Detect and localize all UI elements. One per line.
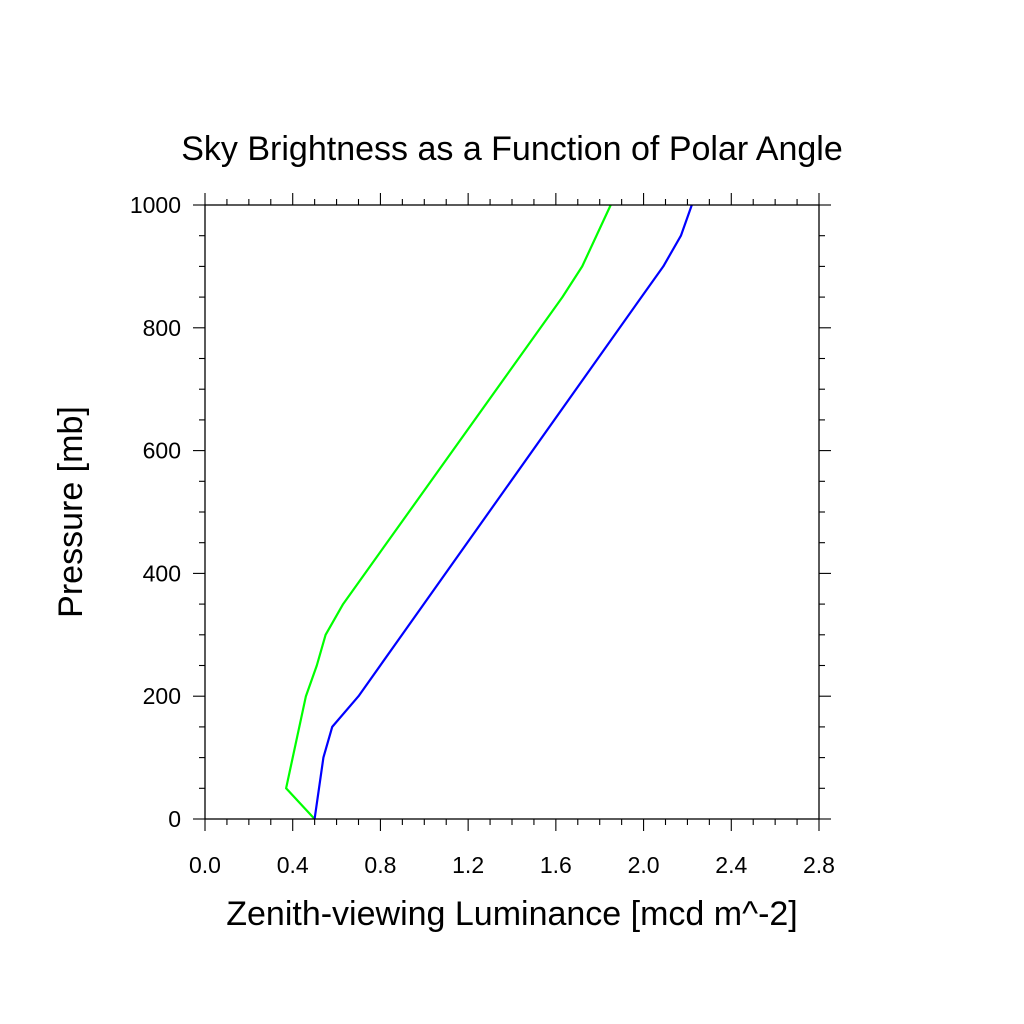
x-tick-label: 0.4 — [277, 852, 309, 878]
y-tick-label: 400 — [143, 560, 181, 586]
x-tick-label: 2.4 — [715, 852, 747, 878]
x-tick-label: 2.0 — [628, 852, 660, 878]
series-line-2 — [313, 204, 693, 820]
y-tick-label: 0 — [168, 806, 181, 832]
x-tick-label: 2.8 — [803, 852, 835, 878]
series-line-1 — [285, 204, 612, 820]
plot-frame — [204, 204, 820, 820]
x-tick-label: 0.8 — [364, 852, 396, 878]
axis-ticks — [193, 193, 831, 831]
x-tick-label: 0.0 — [189, 852, 221, 878]
y-tick-label: 800 — [143, 315, 181, 341]
axis-tick-labels: 0.0 0.4 0.8 1.2 1.6 2.0 2.4 2.8 0 200 400 600 800 100… — [130, 192, 835, 878]
y-tick-label: 1000 — [130, 192, 181, 218]
plot-series — [285, 204, 693, 820]
x-axis-label: Zenith-viewing Luminance [mcd m^-2] — [226, 895, 798, 933]
y-axis-label: Pressure [mb] — [52, 406, 90, 618]
y-tick-label: 600 — [143, 438, 181, 464]
y-tick-label: 200 — [143, 683, 181, 709]
x-tick-label: 1.6 — [540, 852, 572, 878]
chart-title: Sky Brightness as a Function of Polar An… — [181, 130, 842, 168]
x-tick-label: 1.2 — [452, 852, 484, 878]
